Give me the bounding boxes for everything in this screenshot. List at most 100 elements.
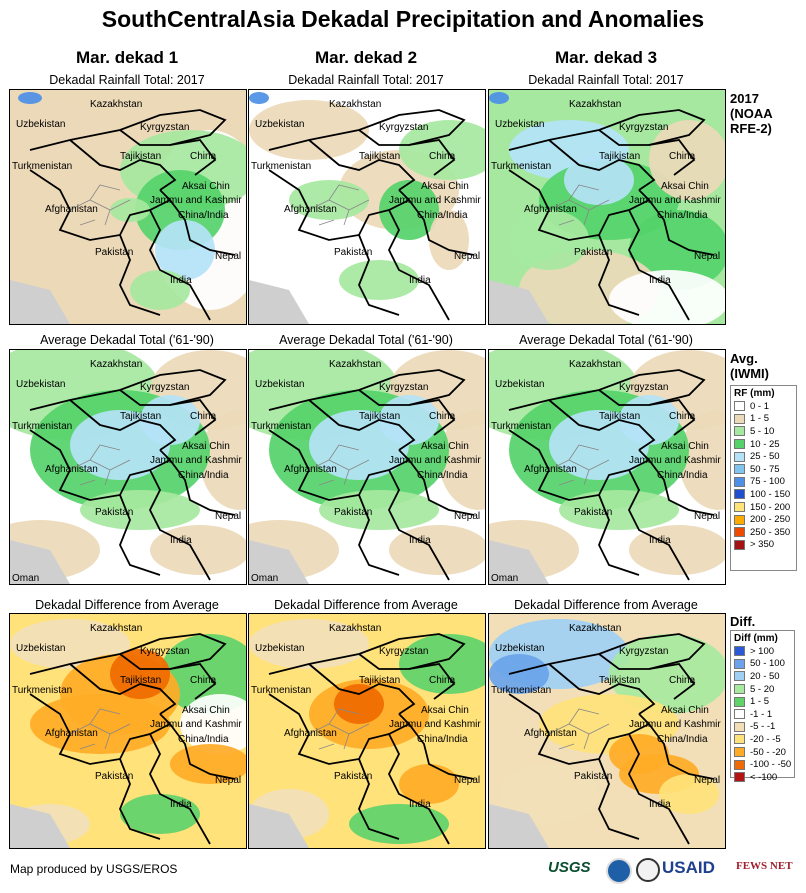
map-label-pakistan: Pakistan (334, 247, 373, 258)
map-label-china-india: China/India (178, 210, 229, 221)
map-label-china: China (190, 151, 217, 162)
map-label-turkmenistan: Turkmenistan (12, 161, 73, 172)
map-label-kazakhstan: Kazakhstan (90, 99, 143, 110)
legend-title: Diff (mm) (734, 633, 778, 644)
map-panel: Kazakhstan Uzbekistan Kyrgyzstan Turkmenist… (9, 613, 247, 849)
map-label-india: India (409, 275, 431, 286)
legend-label: < -100 (750, 771, 778, 783)
map-label-china: China (429, 675, 456, 686)
map-label-kazakhstan: Kazakhstan (90, 623, 143, 634)
legend-item: 10 - 25 (731, 438, 796, 451)
legend-item: 200 - 250 (731, 513, 796, 526)
legend-item: 50 - 75 (731, 463, 796, 476)
map-label-nepal: Nepal (454, 251, 481, 262)
map-label-india: India (170, 275, 192, 286)
map-label-kyrgyzstan: Kyrgyzstan (140, 382, 190, 393)
legend-label: 50 - 75 (750, 463, 780, 475)
legend-label: 10 - 25 (750, 438, 780, 450)
map-label-aksai-chin: Aksai Chin (182, 181, 230, 192)
map-label-oman: Oman (12, 573, 40, 584)
map-label-pakistan: Pakistan (574, 771, 613, 782)
legend-item: 1 - 5 (731, 413, 796, 426)
legend-item: 5 - 10 (731, 425, 796, 438)
map-label-china: China (190, 411, 217, 422)
map-label-uzbekistan: Uzbekistan (255, 643, 305, 654)
legend-swatch (734, 502, 745, 513)
legend-swatch (734, 476, 745, 487)
map-label-india: India (649, 535, 671, 546)
map-label-pakistan: Pakistan (334, 507, 373, 518)
legend-label: -20 - -5 (750, 733, 781, 745)
row-label-2017: 2017 (NOAA RFE-2) (730, 91, 773, 136)
legend-label: > 350 (750, 539, 775, 551)
legend-label: 100 - 150 (750, 488, 791, 500)
map-label-nepal: Nepal (215, 251, 242, 262)
legend-label: 5 - 20 (750, 683, 775, 695)
legend-swatch (734, 514, 745, 525)
legend-item: > 350 (731, 539, 796, 552)
map-label-aksai-chin: Aksai Chin (182, 441, 230, 452)
legend-swatch (734, 401, 745, 412)
map-label-turkmenistan: Turkmenistan (251, 685, 312, 696)
map-panel: Kazakhstan Uzbekistan Kyrgyzstan Turkmenist… (248, 613, 486, 849)
map-label-afghanistan: Afghanistan (284, 728, 337, 739)
legend-item: 50 - 100 (731, 658, 794, 671)
map-label-aksai-chin: Aksai Chin (661, 181, 709, 192)
legend-item: -5 - -1 (731, 721, 794, 734)
map-label-china: China (190, 675, 217, 686)
legend-label: 150 - 200 (750, 501, 791, 513)
map-label-tajikistan: Tajikistan (120, 151, 162, 162)
map-label-tajikistan: Tajikistan (359, 151, 401, 162)
legend-title: RF (mm) (734, 388, 775, 399)
legend-swatch (734, 489, 745, 500)
legend-label: 75 - 100 (750, 476, 785, 488)
panel-title-average-3: Average Dekadal Total ('61-'90) (519, 333, 693, 347)
map-label-nepal: Nepal (694, 511, 721, 522)
map-label-tajikistan: Tajikistan (120, 675, 162, 686)
legend-item: 25 - 50 (731, 450, 796, 463)
map-label-nepal: Nepal (694, 775, 721, 786)
legend-swatch (734, 527, 745, 538)
map-label-jammu-kashmir: Jammu and Kashmir (150, 195, 242, 206)
map-panel: Kazakhstan Uzbekistan Kyrgyzstan Turkmenist… (488, 89, 726, 325)
map-label-china: China (669, 151, 696, 162)
map-canvas (249, 350, 485, 584)
legend-item: 150 - 200 (731, 501, 796, 514)
map-label-kyrgyzstan: Kyrgyzstan (619, 382, 669, 393)
legend-item: < -100 (731, 771, 794, 784)
map-label-nepal: Nepal (454, 511, 481, 522)
map-label-kyrgyzstan: Kyrgyzstan (619, 646, 669, 657)
legend-swatch (734, 439, 745, 450)
map-label-china-india: China/India (417, 210, 468, 221)
map-label-uzbekistan: Uzbekistan (16, 379, 66, 390)
usgs-logo: USGS (548, 859, 591, 876)
map-label-tajikistan: Tajikistan (599, 675, 641, 686)
map-label-afghanistan: Afghanistan (45, 464, 98, 475)
map-canvas (10, 90, 246, 324)
map-label-jammu-kashmir: Jammu and Kashmir (389, 719, 481, 730)
map-label-kazakhstan: Kazakhstan (329, 359, 382, 370)
page-title: SouthCentralAsia Dekadal Precipitation a… (101, 6, 705, 32)
map-label-aksai-chin: Aksai Chin (182, 705, 230, 716)
legend-item: > 100 (731, 645, 794, 658)
map-label-kyrgyzstan: Kyrgyzstan (379, 382, 429, 393)
legend-swatch (734, 671, 745, 682)
map-label-kyrgyzstan: Kyrgyzstan (619, 122, 669, 133)
legend-label: 250 - 350 (750, 526, 791, 538)
map-label-pakistan: Pakistan (95, 247, 134, 258)
hhs-seal (636, 858, 660, 882)
map-label-jammu-kashmir: Jammu and Kashmir (629, 719, 721, 730)
map-canvas (489, 90, 725, 324)
legend-label: -50 - -20 (750, 746, 786, 758)
legend-label: 1 - 5 (750, 413, 770, 425)
map-panel: Kazakhstan Uzbekistan Kyrgyzstan Turkmenist… (9, 349, 247, 585)
map-label-oman: Oman (491, 573, 519, 584)
map-label-afghanistan: Afghanistan (524, 728, 577, 739)
legend-swatch (734, 696, 745, 707)
map-label-aksai-chin: Aksai Chin (661, 441, 709, 452)
map-label-turkmenistan: Turkmenistan (491, 161, 552, 172)
map-label-jammu-kashmir: Jammu and Kashmir (150, 719, 242, 730)
map-panel: Kazakhstan Uzbekistan Kyrgyzstan Turkmenist… (9, 89, 247, 325)
footer-credit: Map produced by USGS/EROS (10, 862, 178, 876)
